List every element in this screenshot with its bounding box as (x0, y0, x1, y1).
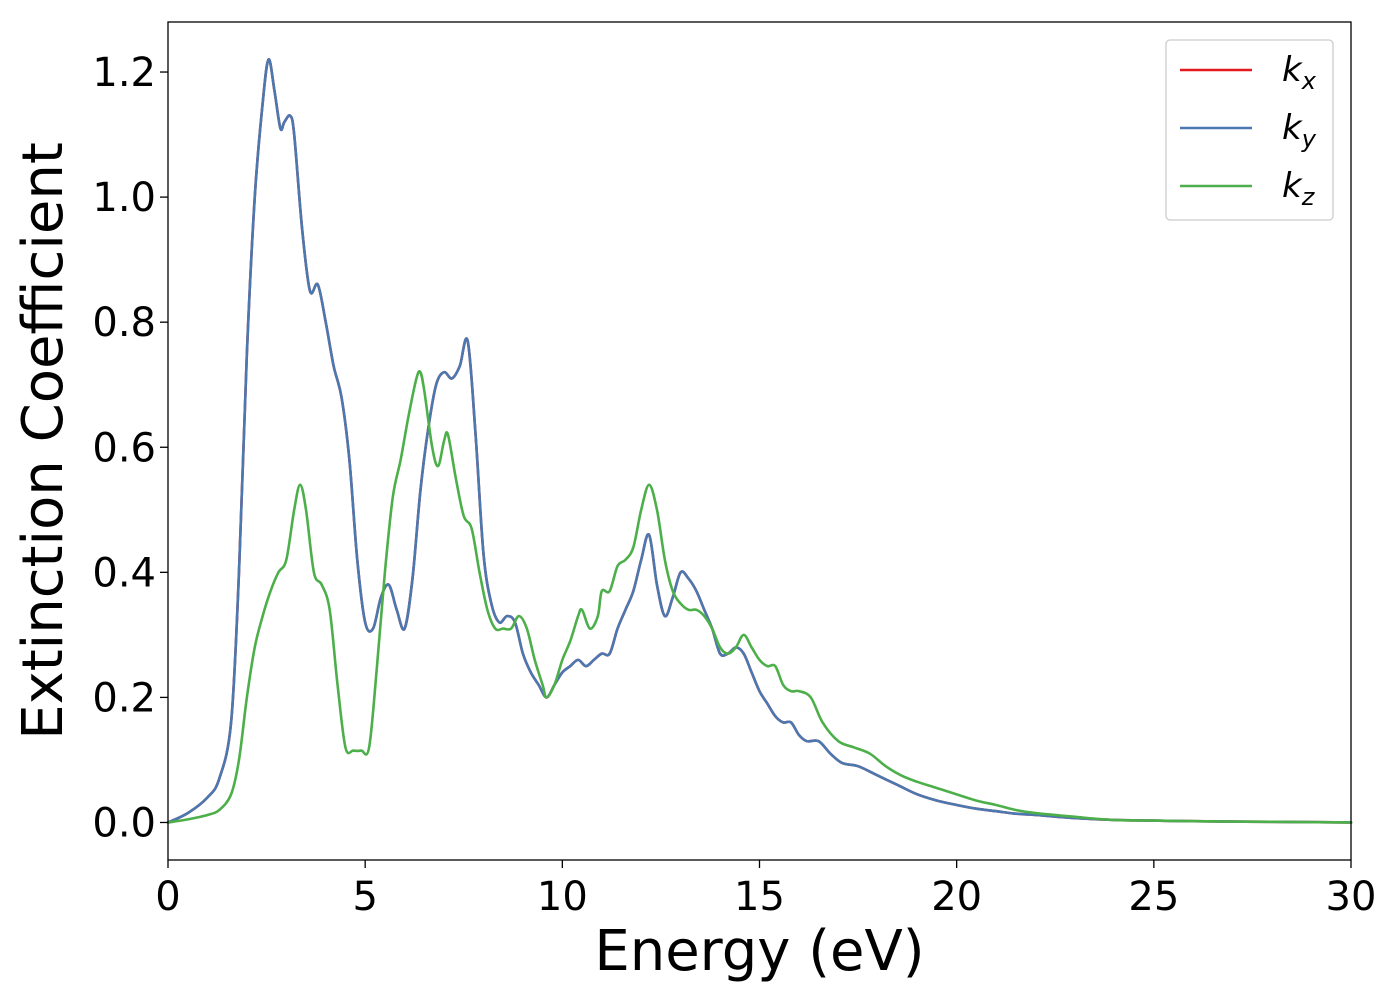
x-tick-label: 20 (931, 874, 982, 920)
y-tick-label: 0.4 (92, 550, 156, 596)
y-tick-label: 1.0 (92, 175, 156, 221)
y-tick-label: 1.2 (92, 50, 156, 96)
y-tick-label: 0.0 (92, 800, 156, 846)
y-tick-label: 0.8 (92, 300, 156, 346)
y-tick-label: 0.6 (92, 425, 156, 471)
legend-label-z: kz (1282, 166, 1316, 211)
y-ticks: 0.0 0.2 0.4 0.6 0.8 1.0 1.2 (92, 50, 168, 846)
x-tick-label: 15 (734, 874, 785, 920)
series-layer (166, 58, 1353, 824)
series-line-y (166, 58, 1353, 824)
x-axis-label: Energy (eV) (594, 919, 924, 984)
x-tick-label: 25 (1128, 874, 1179, 920)
x-tick-label: 10 (537, 874, 588, 920)
x-tick-label: 5 (352, 874, 377, 920)
series-line-z (166, 369, 1353, 824)
x-tick-label: 0 (155, 874, 180, 920)
y-axis-label: Extinction Coefficient (11, 142, 76, 740)
legend-label-y: ky (1282, 108, 1317, 153)
x-tick-label: 30 (1326, 874, 1377, 920)
y-tick-label: 0.2 (92, 675, 156, 721)
legend-label-x: kx (1282, 50, 1317, 95)
x-ticks: 0 5 10 15 20 25 30 (155, 860, 1376, 920)
legend: kx ky kz (1165, 39, 1334, 221)
legend-items: kx ky kz (1180, 50, 1317, 211)
legend-box (1165, 39, 1334, 221)
